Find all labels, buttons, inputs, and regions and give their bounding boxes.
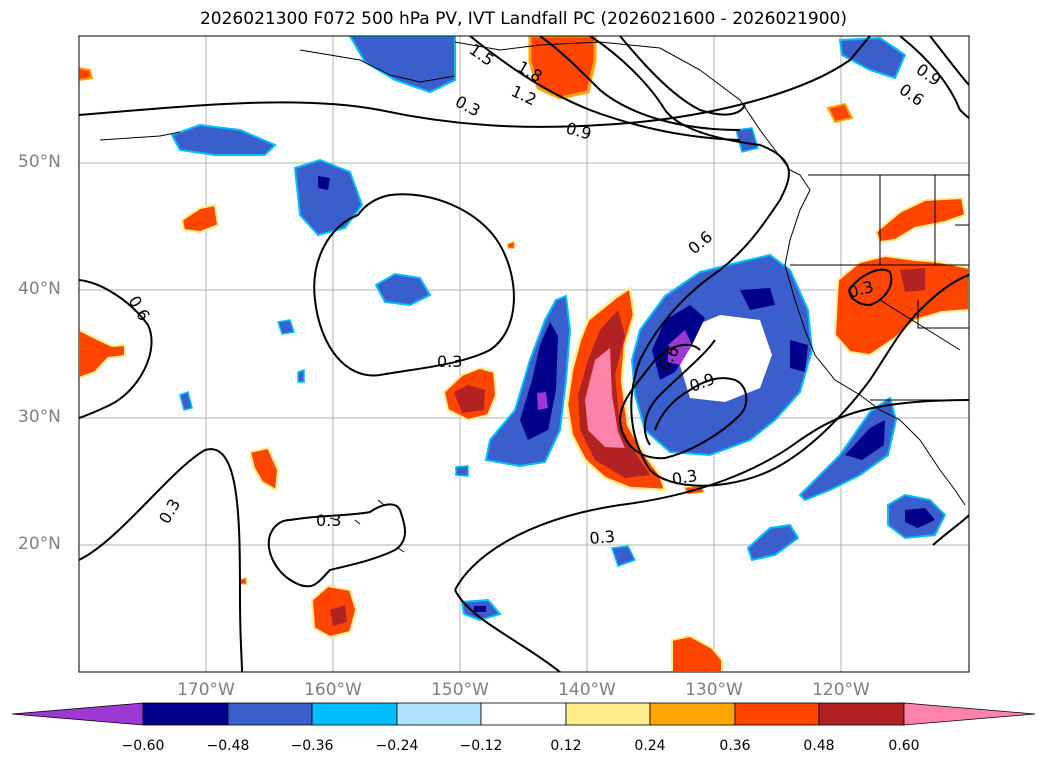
- colorbar-tick-label: 0.12: [550, 738, 582, 754]
- colorbar-extend-high: [903, 702, 1036, 726]
- colorbar-bin: [818, 702, 905, 726]
- colorbar-tick-label: 0.36: [719, 738, 751, 754]
- colorbar-bin: [565, 702, 651, 726]
- map-frame: [78, 35, 970, 673]
- colorbar: [11, 702, 1036, 726]
- colorbar-bin: [396, 702, 482, 726]
- colorbar-bin: [311, 702, 398, 726]
- gridlines: [79, 36, 969, 672]
- colorbar-bin: [227, 702, 313, 726]
- coastlines: [99, 41, 969, 553]
- colorbar-bin: [142, 702, 229, 726]
- lat-label-50n: 50°N: [18, 152, 61, 172]
- colorbar-bin: [734, 702, 820, 726]
- lat-label-40n: 40°N: [18, 279, 61, 299]
- ivt-contours: [79, 36, 969, 672]
- colorbar-bin: [649, 702, 736, 726]
- colorbar-tick-label: −0.24: [375, 738, 419, 754]
- contour-label: 0.3: [316, 511, 341, 530]
- colorbar-tick-label: −0.36: [290, 738, 334, 754]
- colorbar-tick-label: 0.60: [888, 738, 920, 754]
- colorbar-tick-label: 0.48: [803, 738, 835, 754]
- colorbar-tick-label: −0.12: [459, 738, 503, 754]
- colorbar-tick-label: 0.24: [634, 738, 666, 754]
- lon-label-160w: 160°W: [304, 680, 362, 700]
- lon-label-140w: 140°W: [558, 680, 616, 700]
- lon-label-120w: 120°W: [812, 680, 870, 700]
- contour-label: 0.3: [437, 352, 462, 371]
- colorbar-tick-label: −0.48: [206, 738, 250, 754]
- lon-label-150w: 150°W: [431, 680, 489, 700]
- lon-label-170w: 170°W: [177, 680, 235, 700]
- colorbar-extend-low: [11, 702, 144, 726]
- colorbar-bin: [480, 702, 567, 726]
- lat-label-20n: 20°N: [18, 534, 61, 554]
- map-title: 2026021300 F072 500 hPa PV, IVT Landfall…: [199, 9, 847, 29]
- lat-label-30n: 30°N: [18, 407, 61, 427]
- contour-label: 0.3: [589, 527, 616, 548]
- pv-positive-anomalies: [79, 36, 969, 672]
- lon-label-130w: 130°W: [685, 680, 743, 700]
- contour-label: 0.3: [670, 466, 698, 489]
- colorbar-tick-label: −0.60: [121, 738, 165, 754]
